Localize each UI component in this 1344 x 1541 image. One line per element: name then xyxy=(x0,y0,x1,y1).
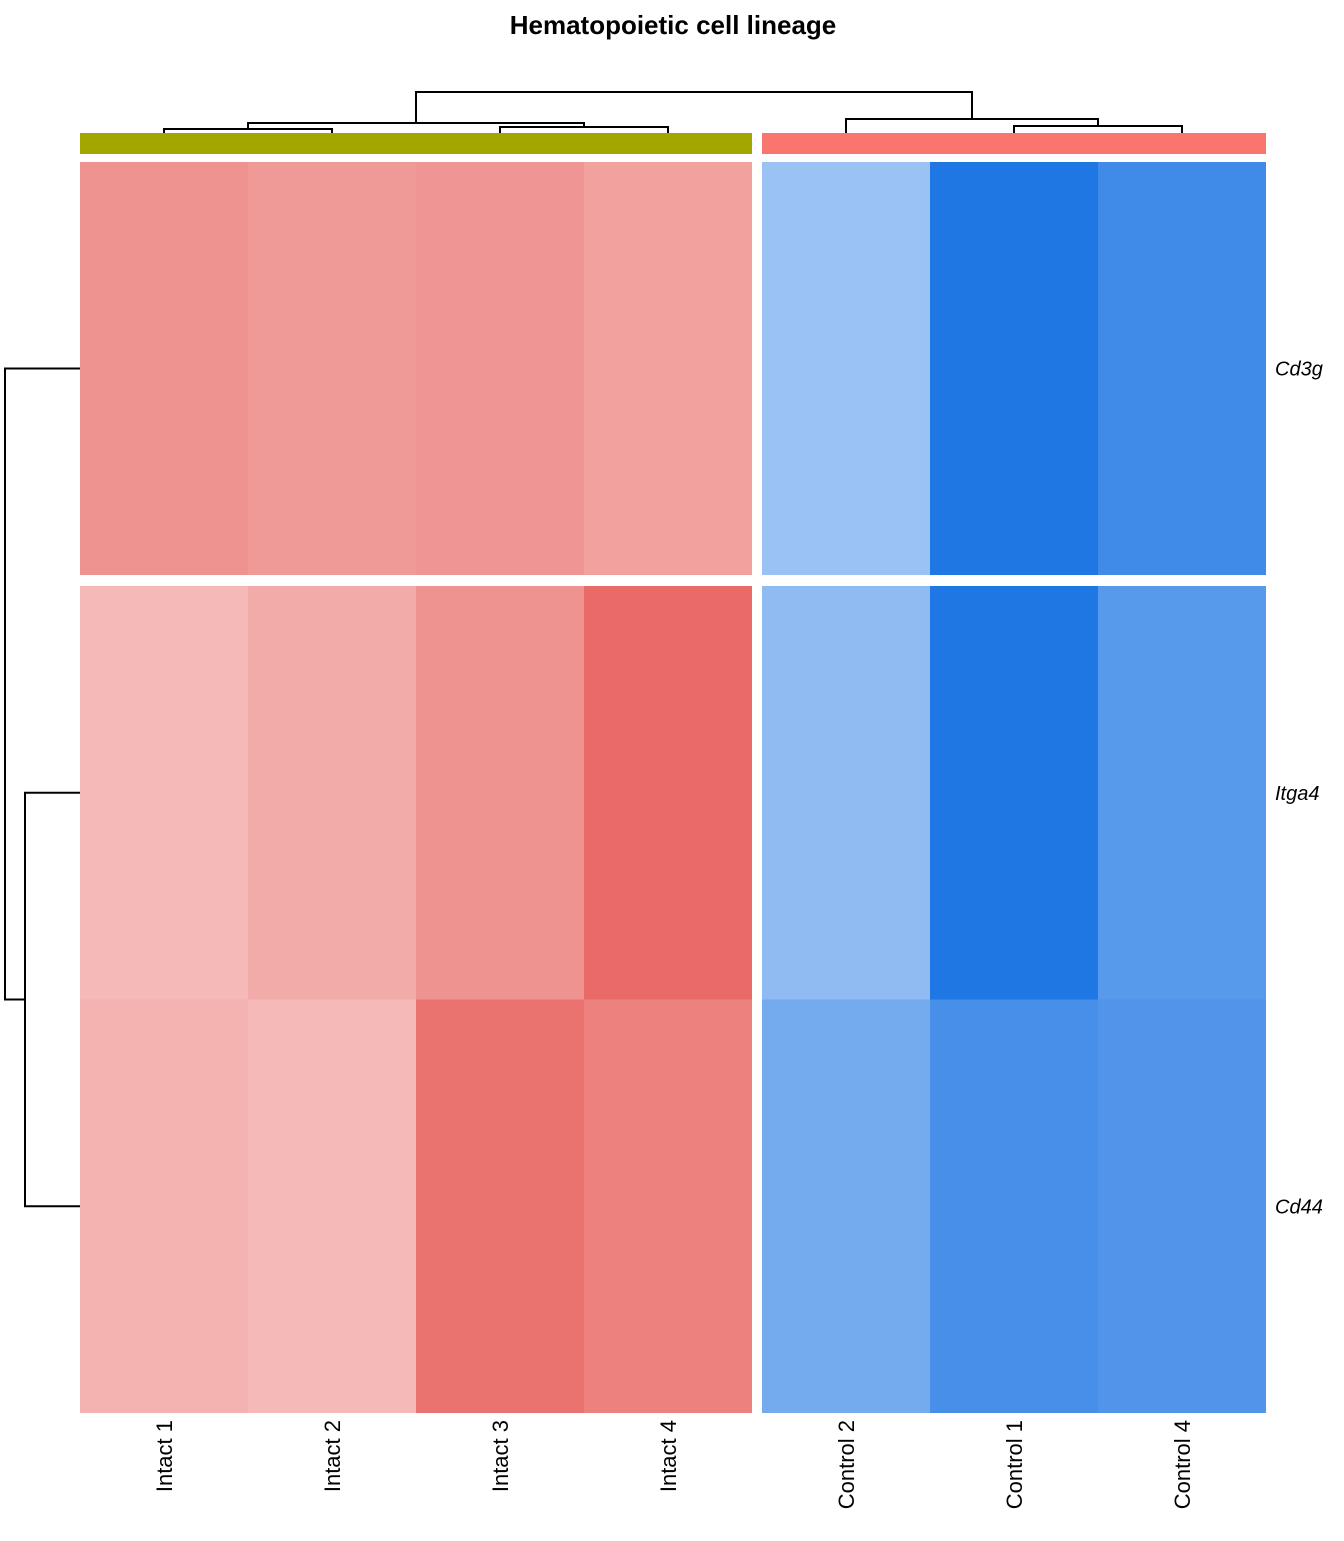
heatmap-cell xyxy=(584,999,752,1413)
column-label: Control 2 xyxy=(834,1420,859,1509)
heatmap-cell xyxy=(248,162,416,575)
column-label: Intact 2 xyxy=(320,1420,345,1492)
column-annotation-bars xyxy=(80,133,1266,154)
heatmap-cell xyxy=(762,162,930,575)
heatmap-cell xyxy=(1098,586,1266,1000)
column-dendrogram xyxy=(163,91,1183,133)
heatmap-cell xyxy=(930,999,1098,1413)
row-label: Cd3g xyxy=(1275,359,1323,381)
annotation-bar xyxy=(762,133,1266,154)
heatmap-cell xyxy=(248,586,416,1000)
chart-title: Hematopoietic cell lineage xyxy=(510,10,837,40)
column-label: Intact 4 xyxy=(656,1420,681,1492)
dendrogram-branch xyxy=(4,367,80,1001)
row-label: Itga4 xyxy=(1275,783,1319,805)
heatmap-cell xyxy=(1098,162,1266,575)
heatmap-cell xyxy=(416,162,584,575)
heatmap-cell xyxy=(584,586,752,1000)
heatmap-cells xyxy=(80,162,1266,1413)
column-label: Control 4 xyxy=(1170,1420,1195,1509)
dendrogram-branch xyxy=(499,126,669,133)
heatmap-cell xyxy=(248,999,416,1413)
dendrogram-branch xyxy=(163,128,333,133)
column-labels: Intact 1 Intact 2 Intact 3 Intact 4 Control … xyxy=(152,1420,1195,1509)
annotation-bar xyxy=(80,133,752,154)
heatmap-cell xyxy=(80,586,248,1000)
heatmap-cell xyxy=(1098,999,1266,1413)
column-label: Intact 1 xyxy=(152,1420,177,1492)
column-label: Control 1 xyxy=(1002,1420,1027,1509)
heatmap-cell xyxy=(80,162,248,575)
heatmap-cell xyxy=(930,162,1098,575)
dendrogram-branch xyxy=(24,791,80,1208)
heatmap-cell xyxy=(80,999,248,1413)
heatmap-cell xyxy=(584,162,752,575)
heatmap-cell xyxy=(762,999,930,1413)
heatmap-cell xyxy=(416,586,584,1000)
row-label: Cd44 xyxy=(1275,1196,1323,1218)
heatmap-cell xyxy=(416,999,584,1413)
heatmap-cell xyxy=(762,586,930,1000)
column-label: Intact 3 xyxy=(488,1420,513,1492)
row-dendrogram xyxy=(4,367,80,1208)
row-labels: Cd3g Itga4 Cd44 xyxy=(1275,359,1323,1219)
dendrogram-branch xyxy=(415,91,973,123)
heatmap-cell xyxy=(930,586,1098,1000)
dendrogram-branch xyxy=(1013,125,1183,133)
